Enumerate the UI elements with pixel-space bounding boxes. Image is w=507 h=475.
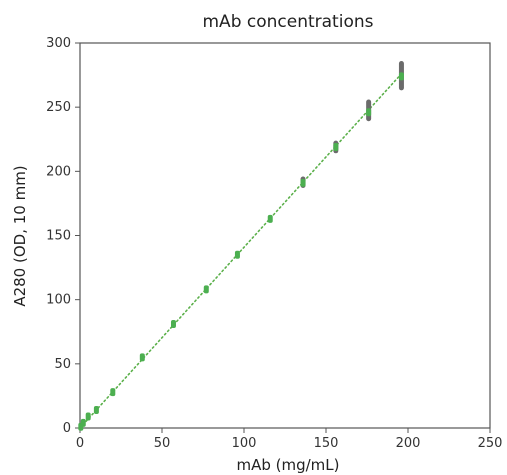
plot-area: 0 50 100 150 200 250 0 50 100 150 200 250 300 — [46, 36, 502, 451]
x-tick-label: 50 — [154, 436, 171, 451]
data-point — [366, 108, 372, 117]
x-tick-label: 0 — [76, 436, 84, 451]
y-tick-label: 100 — [46, 293, 71, 308]
x-tick-label: 200 — [396, 436, 421, 451]
data-point — [85, 412, 91, 421]
data-point — [300, 178, 306, 187]
x-tick-label: 250 — [478, 436, 503, 451]
data-point — [93, 406, 99, 415]
data-point — [80, 418, 86, 427]
y-tick-label: 0 — [63, 421, 71, 436]
data-point — [333, 142, 339, 151]
x-tick-label: 150 — [314, 436, 339, 451]
data-point — [139, 353, 145, 362]
x-tick-label: 100 — [232, 436, 257, 451]
y-tick-label: 250 — [46, 100, 71, 115]
y-tick-label: 50 — [54, 357, 71, 372]
data-point — [398, 72, 404, 81]
plot-frame — [79, 42, 491, 429]
data-point — [267, 214, 273, 223]
data-point — [170, 320, 176, 329]
y-tick-label: 300 — [46, 36, 71, 51]
y-tick-label: 150 — [46, 229, 71, 244]
data-point — [110, 388, 116, 397]
y-tick-label: 200 — [46, 164, 71, 179]
chart-title: mAb concentrations — [203, 12, 374, 32]
x-axis-label: mAb (mg/mL) — [236, 456, 339, 474]
fit-line — [79, 73, 403, 429]
data-point — [234, 250, 240, 259]
y-axis-label: A280 (OD, 10 mm) — [11, 165, 29, 306]
data-point — [203, 285, 209, 294]
